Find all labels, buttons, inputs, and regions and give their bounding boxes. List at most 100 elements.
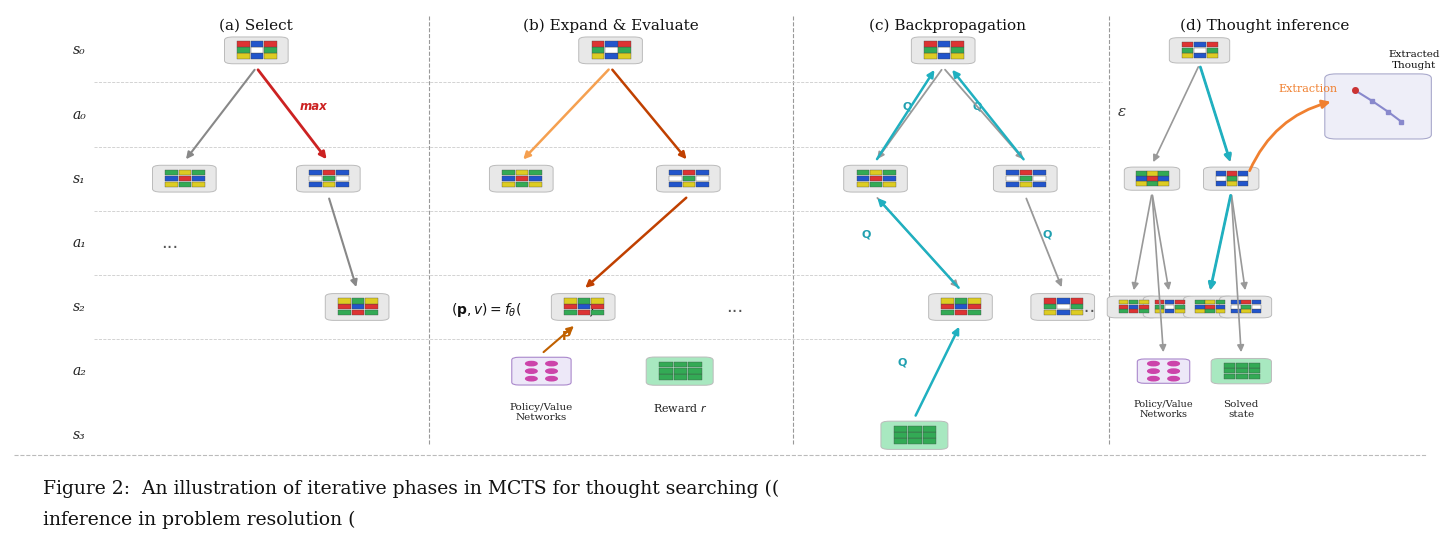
Text: Policy/Value
Networks: Policy/Value Networks [510,403,573,422]
Bar [192,175,204,181]
Bar [955,298,968,303]
Bar [179,181,192,187]
Bar [338,304,350,309]
Text: ε: ε [1117,105,1126,119]
Bar [894,438,907,444]
Bar [1241,300,1251,305]
Circle shape [1168,369,1179,373]
Bar [660,374,672,380]
Bar [336,181,348,187]
Bar [1158,171,1169,176]
Bar [1215,171,1225,176]
FancyBboxPatch shape [647,357,713,385]
Bar [1044,298,1056,303]
Bar [1032,169,1045,175]
Bar [503,181,514,187]
FancyBboxPatch shape [511,357,572,385]
Bar [1248,369,1260,373]
Bar [1175,309,1185,313]
Bar [1020,181,1032,187]
FancyBboxPatch shape [1169,38,1230,63]
Bar [1236,374,1247,379]
Text: s₃: s₃ [73,428,85,442]
Bar [605,47,618,53]
Bar [1251,305,1261,309]
Bar [1155,305,1165,309]
Bar [1148,181,1158,186]
Bar [1227,181,1237,186]
Text: $(\mathbf{p}, v) = f_\theta($: $(\mathbf{p}, v) = f_\theta($ [451,301,521,318]
Bar [870,181,883,187]
Bar [1236,369,1247,373]
Bar [192,181,204,187]
Bar [1057,310,1070,315]
Bar [310,181,321,187]
Bar [1241,309,1251,313]
Bar [1231,309,1241,313]
Bar [937,53,950,59]
Bar [1182,53,1194,58]
Circle shape [1148,369,1159,373]
Bar [1205,309,1215,313]
FancyBboxPatch shape [1125,167,1179,190]
Bar [1237,171,1248,176]
Bar [968,304,981,309]
Bar [1215,176,1225,181]
Bar [1155,309,1165,313]
Text: max: max [300,100,327,113]
Bar [1139,300,1149,305]
Bar [1148,171,1158,176]
Bar [950,53,963,59]
Bar [590,298,603,303]
Bar [251,47,264,53]
Bar [618,47,631,53]
Bar [516,181,528,187]
FancyBboxPatch shape [881,421,948,449]
Bar [590,304,603,309]
Bar [564,298,576,303]
Bar [1224,369,1236,373]
Bar [1020,175,1032,181]
Text: Reward $r$: Reward $r$ [652,402,707,414]
Bar [923,426,936,431]
Bar [683,181,696,187]
Bar [1205,300,1215,305]
Bar [351,298,364,303]
Text: Extracted
Thought: Extracted Thought [1388,51,1440,70]
Text: s₀: s₀ [73,44,85,58]
FancyBboxPatch shape [1138,359,1189,383]
Bar [605,53,618,59]
Text: Extraction: Extraction [1277,84,1338,94]
Bar [1182,47,1194,53]
Text: ...: ... [726,298,743,316]
Bar [166,169,177,175]
Circle shape [546,362,557,366]
Bar [674,374,687,380]
Bar [1070,298,1083,303]
Bar [264,47,276,53]
Text: (b) Expand & Evaluate: (b) Expand & Evaluate [523,19,698,33]
Bar [1207,47,1218,53]
Bar [179,175,192,181]
Text: (d) Thought inference: (d) Thought inference [1179,19,1349,33]
Bar [323,175,336,181]
Bar [516,169,528,175]
Bar [528,175,541,181]
Bar [592,47,603,53]
Bar [1182,42,1194,47]
Bar [942,304,953,309]
Bar [660,362,672,367]
Bar [688,374,701,380]
Bar [1207,53,1218,58]
FancyBboxPatch shape [153,165,216,192]
Text: inference in problem resolution (: inference in problem resolution ( [43,511,356,529]
Bar [364,310,377,315]
Bar [1007,169,1018,175]
Bar [1044,304,1056,309]
Bar [696,181,708,187]
Bar [1231,300,1241,305]
Bar [883,169,896,175]
Bar [1231,305,1241,309]
Bar [503,175,514,181]
Bar [1215,300,1225,305]
